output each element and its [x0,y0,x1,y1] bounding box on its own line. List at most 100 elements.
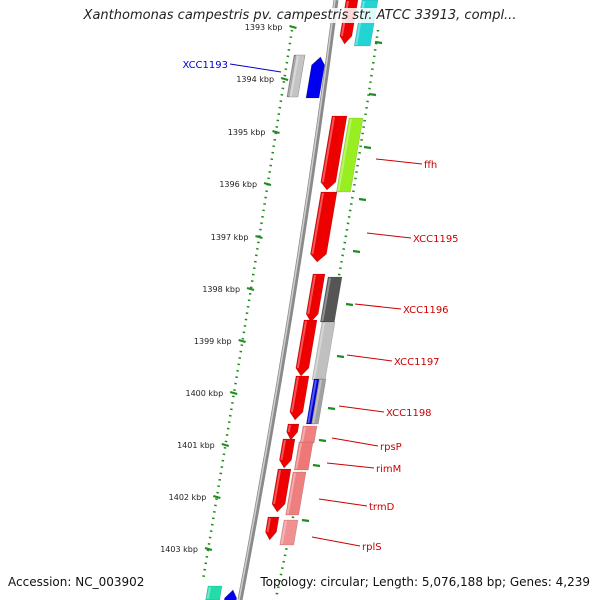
scale-tick: 1399 kbp [194,337,246,346]
scale-tick-minor [363,145,372,150]
gene-arrow-xcc1197-red-shine [296,320,307,369]
gene-arrow-rplS-red[interactable] [265,516,280,541]
gene-block-rpsP-pink-shine [301,426,306,443]
gene-block-rplS-pink[interactable] [279,519,299,546]
scale-tick-minor [312,463,321,468]
gene-arrow-rpsP-red-shine [287,424,291,433]
scale-tick: 1398 kbp [202,285,255,294]
scale-tick-minor [318,438,327,443]
gene-arrow-rimM-red-shine [280,439,286,461]
gene-arrow-xcc1195[interactable] [310,191,338,263]
gene-block-rimM-pink[interactable] [293,441,314,471]
gene-label[interactable]: XCC1198 [386,408,432,419]
gene-arrow-xcc1196-red[interactable] [305,273,326,323]
scale-tick-minor [301,518,310,523]
scale-tick-minor [327,406,336,411]
scale-tick-minor [345,302,354,307]
gene-label[interactable]: trmD [369,502,395,513]
gene-leader-line [354,303,402,310]
gene-block-xcc1198-grey[interactable] [310,378,327,425]
scale-tick-minor [374,40,383,45]
scale-tick-minor [352,249,361,254]
gene-label[interactable]: XCC1197 [394,357,440,368]
gene-arrow-xcc1195-shine [311,192,324,255]
gene-arrow-trmD-red-shine [273,469,281,505]
scale-tick: 1395 kbp [228,128,280,137]
scale-tick-minor [358,197,367,202]
scale-tick: 1393 kbp [245,23,297,32]
topology-text: Topology: circular; Length: 5,076,188 bp… [260,575,590,589]
gene-arrow-rimM-red[interactable] [279,438,296,469]
gene-leader-line [318,498,368,507]
gene-block-grey-light-shine [289,55,299,97]
scale-tick: 1402 kbp [169,493,221,502]
gene-block-ffh-green-shine [337,118,352,192]
scale-tick: 1397 kbp [211,233,263,242]
scale-tick: 1396 kbp [219,180,272,189]
gene-block-xcc1196-dark-shine [321,277,331,322]
gene-arrow-xcc1198-red-shine [290,376,299,413]
tick-label: 1393 kbp [245,23,283,32]
accession-text: Accession: NC_003902 [8,575,145,589]
gene-block-bottom-teal-shine [206,586,211,600]
map-title: Xanthomonas campestris pv. campestris st… [0,8,600,23]
gene-label-group[interactable]: XCC1196 [354,303,449,316]
gene-label-group[interactable]: rpsP [331,437,402,453]
gene-block-ffh-green[interactable] [336,117,364,193]
gene-arrow-trmD-red[interactable] [271,468,292,513]
gene-leader-line [229,63,282,73]
tick-label: 1403 kbp [160,545,198,554]
genome-backbone-highlight [238,0,336,600]
scale-tick: 1403 kbp [160,545,213,554]
gene-label[interactable]: XCC1195 [413,234,459,245]
gene-arrow-xcc1193[interactable] [305,56,325,99]
scale-tick: 1400 kbp [185,389,238,398]
gene-arrow-rpsP-red[interactable] [286,423,300,441]
tick-label: 1397 kbp [211,233,249,242]
tick-label: 1400 kbp [185,389,223,398]
gene-label[interactable]: rpsP [380,442,402,453]
gene-arrow-bottom-blue[interactable] [223,589,237,600]
gene-block-xcc1198-blue-shine [307,379,317,424]
gene-block-xcc1198-grey-shine [312,379,322,424]
scale-tick: 1394 kbp [236,75,289,84]
gene-arrow-xcc1197-red[interactable] [295,319,318,377]
gene-label-group[interactable]: XCC1195 [366,232,459,245]
gene-label[interactable]: ffh [424,160,437,171]
gene-block-rpsP-pink[interactable] [299,425,318,444]
gene-leader-line [331,437,379,447]
tick-label: 1398 kbp [202,285,240,294]
tick-label: 1396 kbp [219,180,257,189]
tick-label: 1394 kbp [236,75,274,84]
gene-arrow-xcc1198-red[interactable] [289,375,310,421]
gene-arrow-ffh-red[interactable] [320,115,348,191]
gene-label[interactable]: XCC1193 [182,60,228,71]
gene-label-group[interactable]: XCC1198 [338,405,432,419]
gene-label-group[interactable]: rplS [311,536,382,553]
gene-block-rimM-pink-shine [295,442,302,470]
scale-tick-minor [336,354,345,359]
tick-label: 1401 kbp [177,441,215,450]
gene-label-group[interactable]: trmD [318,498,395,513]
tick-label: 1402 kbp [169,493,207,502]
gene-label[interactable]: rplS [362,542,382,553]
genome-backbone [237,0,339,600]
gene-block-trmD-pink[interactable] [285,471,307,516]
gene-arrow-ffh-red-shine [321,116,335,183]
gene-block-bottom-teal[interactable] [205,585,223,600]
tick-label: 1395 kbp [228,128,266,137]
gene-arrow-rplS-red-shine [266,517,271,533]
gene-label-group[interactable]: ffh [375,158,437,171]
gene-label[interactable]: rimM [376,464,401,475]
scale-tick-minor [368,92,377,97]
gene-label-group[interactable]: rimM [326,462,401,475]
gene-leader-line [326,462,375,469]
gene-leader-line [375,158,423,165]
gene-label-group[interactable]: XCC1193 [182,60,282,73]
gene-leader-line [346,354,393,362]
gene-block-grey-light[interactable] [288,54,306,98]
gene-arrow-xcc1196-red-shine [307,274,316,315]
gene-label-group[interactable]: XCC1197 [346,354,440,368]
gene-label[interactable]: XCC1196 [403,305,449,316]
